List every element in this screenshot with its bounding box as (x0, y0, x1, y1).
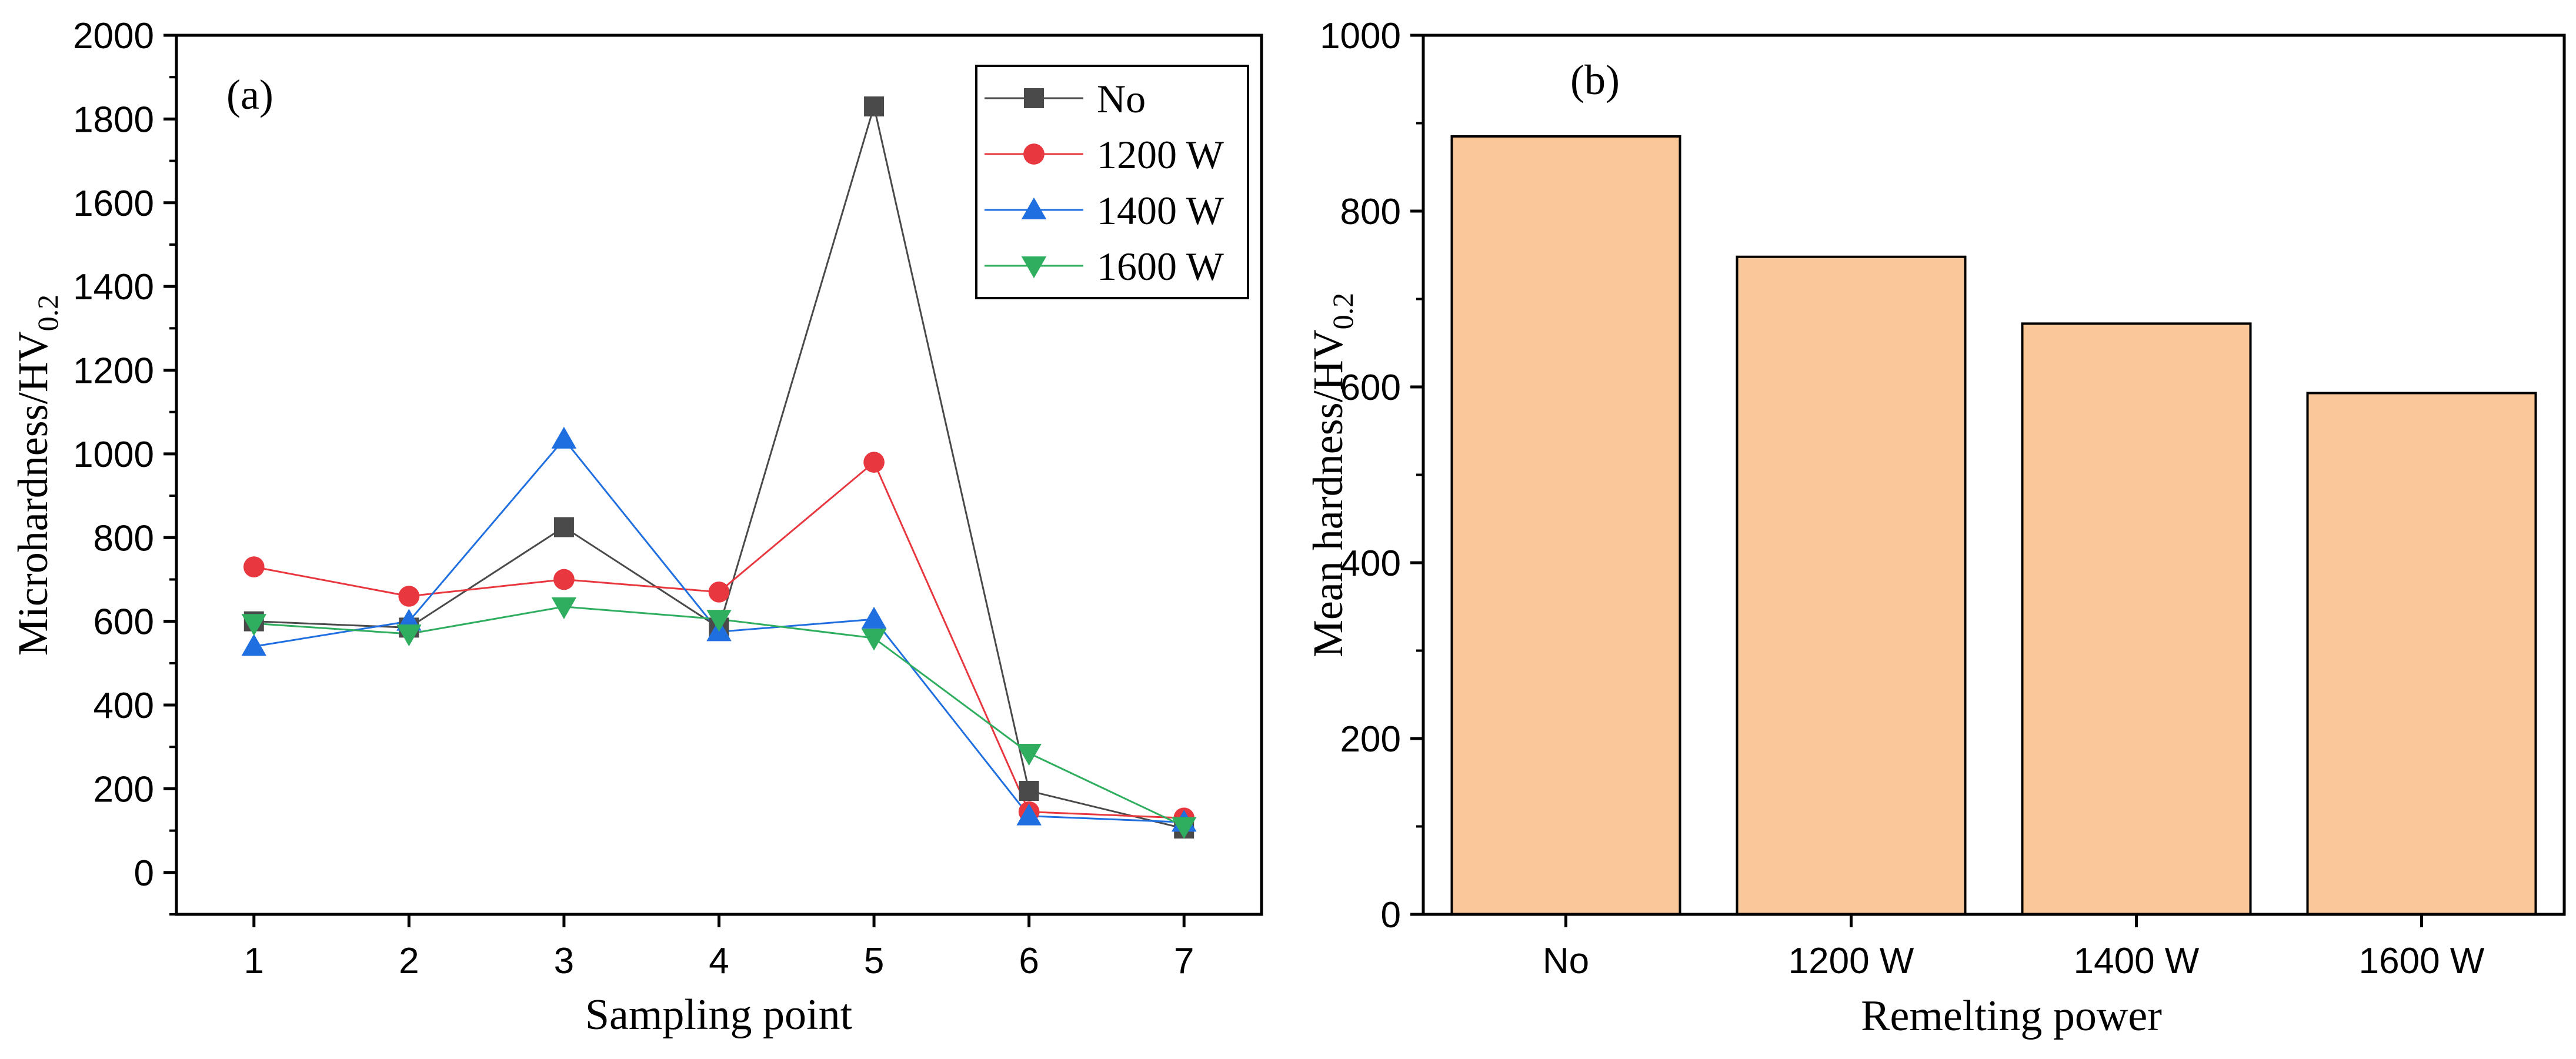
panel-a-legend: No 1200 W 1400 W 1600 W (975, 65, 1249, 299)
data-point-1600w (1171, 817, 1197, 839)
panel-a-x-tick-label: 7 (1174, 941, 1194, 981)
legend-entry-label: No (1097, 76, 1146, 121)
data-point-1600w (1016, 743, 1042, 766)
data-point-1200w (243, 556, 265, 577)
panel-a-y-axis-label-main: Microhardness/HV (9, 331, 56, 656)
bar-1200w (1736, 255, 1967, 916)
panel-b-x-tick-label: 1200 W (1788, 941, 1914, 981)
data-point-1600w (861, 629, 887, 651)
panel-b-x-axis-label: Remelting power (1861, 992, 2162, 1040)
data-point-no (1019, 780, 1039, 801)
panel-a-y-tick-label: 200 (94, 769, 154, 810)
panel-b-label: (b) (1570, 56, 1620, 103)
legend-entry-label: 1200 W (1097, 132, 1224, 177)
panel-b-y-tick-label: 600 (1340, 368, 1401, 408)
panel-a-y-tick-label: 1200 (73, 351, 154, 392)
panel-a-x-tick-label: 6 (1019, 941, 1039, 981)
data-point-1400w (241, 634, 267, 656)
legend-marker (1024, 88, 1044, 108)
data-point-no (553, 517, 574, 537)
data-point-1200w (863, 452, 885, 473)
panel-b-y-tick-label: 1000 (1320, 16, 1401, 56)
panel-a-y-tick-label: 600 (94, 602, 154, 643)
bar-1600w (2306, 392, 2537, 916)
data-point-no (864, 96, 885, 117)
legend-box (975, 65, 1249, 299)
data-point-1200w (398, 586, 420, 607)
data-point-1200w (708, 581, 730, 603)
panel-a-label: (a) (226, 71, 273, 118)
panel-a-y-tick-label: 1800 (73, 99, 154, 140)
panel-b-y-axis-label: Mean hardness/HV0.2 (1304, 293, 1359, 657)
panel-a-y-axis-label-subscript: 0.2 (31, 295, 64, 332)
panel-a-x-tick-label: 3 (554, 941, 574, 981)
data-point-1400w (551, 426, 577, 449)
panel-b-y-axis-label-subscript: 0.2 (1326, 293, 1359, 330)
panel-b-x-tick-label: 1600 W (2359, 941, 2485, 981)
data-point-1600w (706, 610, 732, 632)
data-point-1400w (861, 606, 887, 629)
legend-marker (1023, 143, 1045, 165)
panel-a-y-axis-label: Microhardness/HV0.2 (9, 295, 64, 656)
panel-a-y-tick-label: 800 (94, 518, 154, 559)
legend-marker (1021, 197, 1047, 219)
bar-1400w (2021, 322, 2252, 916)
panel-a-x-tick-label: 4 (709, 941, 729, 981)
panel-b-x-tick-label: No (1543, 941, 1589, 981)
panel-b-y-axis-label-main: Mean hardness/HV (1304, 329, 1352, 657)
panel-a-y-tick-label: 1600 (73, 183, 154, 224)
panel-b-bar-chart: 0 200 400 600 800 1000 No 1200 W 1400 W 1600 W (b… (1304, 16, 2566, 1040)
panel-a-y-tick-label: 2000 (73, 16, 154, 56)
panel-b-y-tick-label: 400 (1340, 543, 1401, 584)
panel-a-y-tick-label: 400 (94, 686, 154, 726)
data-point-1600w (241, 614, 267, 636)
panel-a-x-tick-label: 1 (244, 941, 264, 981)
data-point-1200w (553, 569, 575, 590)
data-point-1400w (1016, 803, 1042, 826)
panel-a-x-tick-label: 2 (399, 941, 419, 981)
panel-a-line-chart: 0 200 400 600 800 1000 1200 1400 1600 1800 2000 1 2 3… (9, 16, 1263, 1039)
panel-a-x-axis-label: Sampling point (585, 991, 853, 1039)
legend-marker (1021, 256, 1047, 279)
legend-entry-label: 1400 W (1097, 188, 1224, 233)
data-point-1600w (551, 597, 577, 619)
panel-b-y-tick-label: 200 (1340, 719, 1401, 760)
legend-entry-label: 1600 W (1097, 244, 1224, 289)
panel-b-y-tick-label: 0 (1381, 895, 1401, 936)
panel-b-y-tick-label: 800 (1340, 192, 1401, 232)
panel-a-x-tick-label: 5 (864, 941, 884, 981)
data-point-1600w (396, 624, 422, 647)
panel-a-y-tick-label: 1400 (73, 267, 154, 308)
panel-a-y-tick-label: 1000 (73, 435, 154, 475)
bar-no (1450, 135, 1681, 916)
panel-a-y-tick-label: 0 (134, 853, 154, 894)
panel-b-plot-frame (1422, 34, 2566, 916)
panel-b-x-tick-label: 1400 W (2074, 941, 2200, 981)
